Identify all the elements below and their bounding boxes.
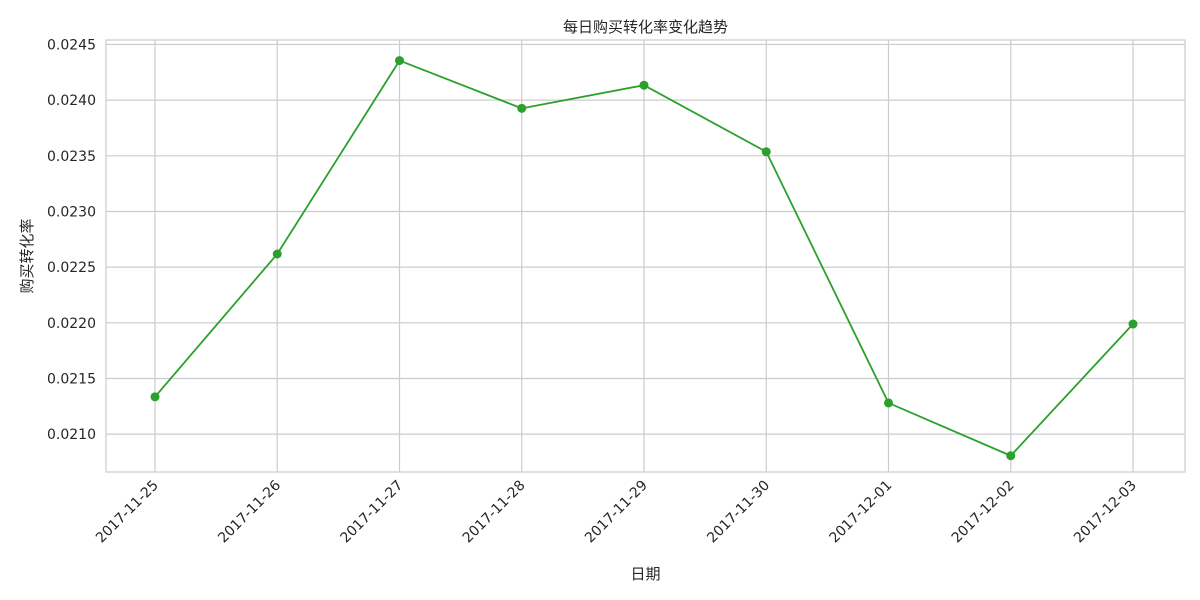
y-tick-label: 0.0225 bbox=[47, 260, 96, 276]
x-tick-label: 2017-11-29 bbox=[582, 478, 651, 547]
y-tick-label: 0.0210 bbox=[47, 427, 96, 443]
data-points bbox=[150, 56, 1138, 461]
data-point bbox=[1006, 451, 1016, 461]
chart-title: 每日购买转化率变化趋势 bbox=[563, 18, 728, 36]
data-point bbox=[639, 80, 649, 90]
x-tick-label: 2017-11-28 bbox=[460, 478, 529, 547]
x-tick-label: 2017-11-27 bbox=[337, 478, 406, 547]
y-axis-label: 购买转化率 bbox=[18, 218, 36, 293]
y-tick-label: 0.0240 bbox=[47, 93, 96, 109]
x-tick-label: 2017-11-26 bbox=[215, 477, 284, 546]
x-tick-label: 2017-12-01 bbox=[826, 478, 895, 547]
data-point bbox=[272, 249, 282, 259]
data-point bbox=[395, 56, 404, 66]
x-tick-label: 2017-11-30 bbox=[704, 478, 773, 547]
x-axis-label: 日期 bbox=[630, 565, 660, 583]
data-point bbox=[761, 147, 771, 157]
y-tick-label: 0.0220 bbox=[47, 316, 96, 332]
data-point bbox=[884, 398, 893, 408]
y-tick-label: 0.0230 bbox=[47, 204, 96, 220]
x-tick-label: 2017-12-03 bbox=[1071, 478, 1140, 547]
x-tick-label: 2017-12-02 bbox=[949, 478, 1018, 547]
data-point bbox=[1128, 319, 1138, 329]
data-point bbox=[517, 103, 527, 113]
y-tick-label: 0.0245 bbox=[47, 37, 96, 53]
plot-area bbox=[105, 39, 1186, 473]
y-tick-label: 0.0215 bbox=[47, 371, 96, 387]
y-axis-ticks: 0.0210 0.0215 0.0220 0.0225 0.0230 0.0235 0.02… bbox=[47, 37, 96, 443]
x-tick-label: 2017-11-25 bbox=[93, 478, 162, 547]
data-point bbox=[150, 392, 160, 402]
x-axis-ticks: 2017-11-25 2017-11-26 2017-11-27 2017-11-28… bbox=[93, 477, 1140, 546]
y-tick-label: 0.0235 bbox=[47, 149, 96, 165]
